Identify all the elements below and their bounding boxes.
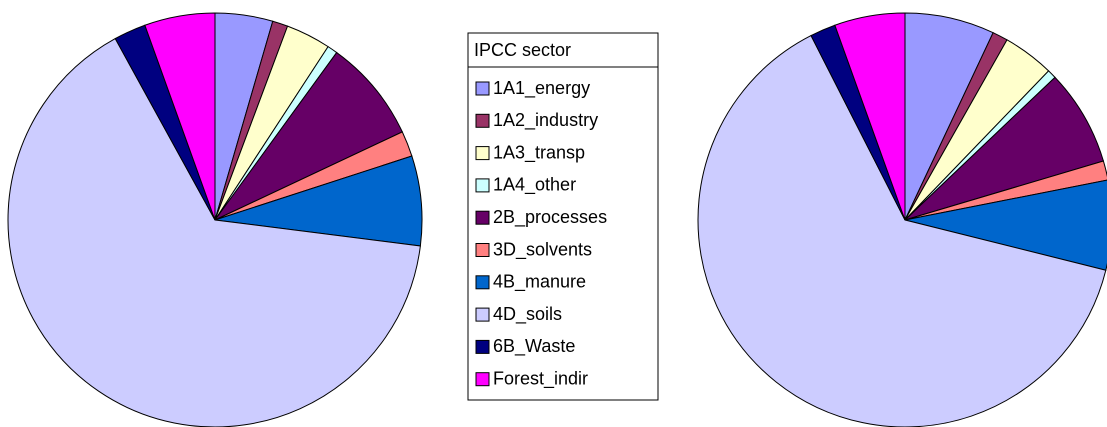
legend-swatch bbox=[475, 275, 490, 290]
legend-swatch bbox=[475, 146, 490, 161]
legend-label: 1A4_other bbox=[493, 175, 576, 196]
legend-swatch bbox=[475, 372, 490, 387]
legend-label: Forest_indir bbox=[493, 368, 588, 389]
legend-swatch bbox=[475, 113, 490, 128]
pie-slice bbox=[834, 12, 906, 221]
pie-slice bbox=[904, 76, 1105, 221]
legend-swatch bbox=[475, 178, 490, 193]
legend-label: 1A3_transp bbox=[493, 142, 585, 163]
pie-slice bbox=[7, 37, 421, 427]
legend-title: IPCC sector bbox=[474, 40, 571, 60]
pie-slice bbox=[697, 34, 1107, 427]
legend-label: 4B_manure bbox=[493, 272, 586, 293]
legend-swatch bbox=[475, 339, 490, 354]
pie-slice bbox=[144, 12, 216, 221]
legend-swatch bbox=[475, 307, 490, 322]
legend-label: 1A1_energy bbox=[493, 78, 590, 99]
legend-label: 3D_solvents bbox=[493, 239, 592, 260]
legend-label: 4D_soils bbox=[493, 304, 562, 325]
pie-slice bbox=[904, 160, 1107, 221]
pie-slice bbox=[214, 51, 403, 221]
legend-label: 2B_processes bbox=[493, 207, 607, 228]
legend-swatch bbox=[475, 81, 490, 96]
legend-label: 1A2_industry bbox=[493, 110, 598, 131]
legend-swatch bbox=[475, 210, 490, 225]
legend-swatch bbox=[475, 243, 490, 257]
legend-box bbox=[467, 32, 659, 401]
legend-label: 6B_Waste bbox=[493, 336, 575, 357]
